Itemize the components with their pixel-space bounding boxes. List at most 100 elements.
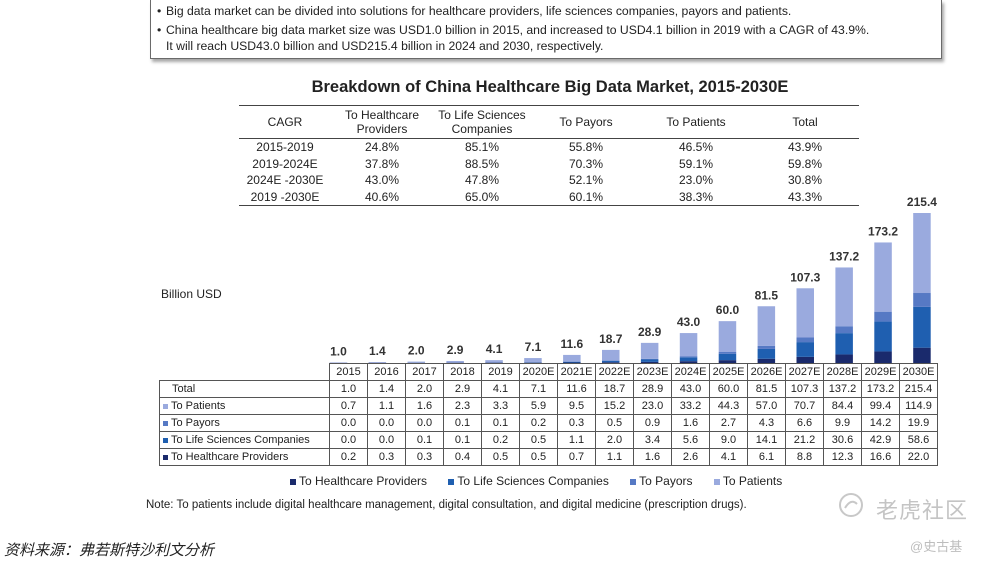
value-cell: 0.0: [329, 414, 368, 432]
value-cell: 0.3: [367, 448, 406, 466]
value-cell: 7.1: [519, 380, 558, 398]
bar-total-label: 43.0: [677, 315, 701, 329]
bar-segment: [757, 348, 776, 359]
note-line-1: • Big data market can be divided into sol…: [157, 4, 792, 18]
year-header: 2027E: [785, 363, 824, 381]
cagr-row: 2019-2024E 37.8% 88.5% 70.3% 59.1% 59.8%: [239, 156, 859, 173]
bar-segment: [874, 351, 892, 363]
value-cell: 9.0: [709, 431, 748, 449]
value-cell: 16.6: [861, 448, 900, 466]
year-header: 2019: [481, 363, 520, 381]
value-cell: 0.7: [329, 397, 368, 415]
value-cell: 0.0: [367, 431, 406, 449]
bar-segment: [718, 360, 737, 363]
value-cell: 215.4: [899, 380, 938, 398]
cagr-cell: 2015-2019: [256, 140, 314, 155]
bar-segment: [913, 347, 931, 363]
row-swatch: [163, 403, 168, 409]
value-cell: 2.0: [595, 431, 634, 449]
bar-segment: [407, 361, 425, 363]
bar-total-label: 2.9: [447, 343, 464, 357]
cagr-cell: 55.8%: [568, 140, 604, 155]
bar-segment: [368, 362, 387, 363]
value-cell: 4.1: [709, 448, 748, 466]
cagr-table: CAGR To Healthcare Providers To Life Sci…: [239, 105, 859, 206]
bar-segment: [874, 321, 892, 352]
bar-total-label: 215.4: [907, 195, 937, 209]
cagr-cell: 47.8%: [464, 173, 500, 188]
table-row-patients: To Patients 0.7 1.1 1.6 2.3 3.3 5.9 9.5 15.2 23.0…: [159, 397, 938, 415]
value-cell: 173.2: [861, 380, 900, 398]
year-header: 2016: [367, 363, 406, 381]
value-cell: 4.1: [481, 380, 520, 398]
value-cell: 2.9: [443, 380, 482, 398]
value-cell: 9.5: [557, 397, 596, 415]
value-cell: 19.9: [899, 414, 938, 432]
cagr-cell: 85.1%: [464, 140, 500, 155]
value-cell: 2.0: [405, 380, 444, 398]
value-cell: 0.1: [443, 431, 482, 449]
value-cell: 44.3: [709, 397, 748, 415]
bar-total-label: 28.9: [638, 325, 662, 339]
value-cell: 1.6: [671, 414, 710, 432]
value-cell: 1.1: [595, 448, 634, 466]
bar-segment: [679, 333, 698, 357]
cagr-cell: 59.1%: [678, 156, 714, 171]
legend-item-payors: To Payors: [630, 474, 693, 488]
value-cell: 0.1: [443, 414, 482, 432]
value-cell: 0.9: [633, 414, 672, 432]
chart-legend: To Healthcare Providers To Life Sciences…: [290, 474, 800, 488]
value-cell: 2.6: [671, 448, 710, 466]
row-label: Total: [159, 380, 330, 398]
cagr-row: 2019 -2030E 40.6% 65.0% 60.1% 38.3% 43.3…: [239, 188, 859, 206]
value-cell: 43.0: [671, 380, 710, 398]
bar-segment: [640, 358, 659, 360]
cagr-header: To Patients: [641, 105, 751, 139]
bar-segment: [563, 354, 581, 362]
cagr-header-row: CAGR To Healthcare Providers To Life Sci…: [239, 105, 859, 139]
bar-segment: [835, 326, 853, 334]
table-row-life-sciences: To Life Sciences Companies 0.0 0.0 0.1 0.1 0.…: [159, 431, 938, 449]
bar-segment: [446, 360, 464, 363]
bar-segment: [835, 333, 853, 355]
cagr-cell: 52.1%: [568, 173, 604, 188]
cagr-header: To Healthcare Providers: [331, 105, 433, 139]
bar-segment: [796, 342, 814, 357]
cagr-cell: 88.5%: [464, 156, 500, 171]
value-cell: 0.0: [367, 414, 406, 432]
bar-segment: [835, 354, 853, 363]
value-cell: 0.7: [557, 448, 596, 466]
bar-segment: [874, 311, 892, 322]
cagr-cell: 65.0%: [433, 188, 531, 206]
bar-segment: [602, 362, 620, 363]
value-cell: 4.3: [747, 414, 786, 432]
value-cell: 99.4: [861, 397, 900, 415]
chart-title: Breakdown of China Healthcare Big Data M…: [311, 78, 789, 96]
legend-item-providers: To Healthcare Providers: [290, 474, 427, 488]
value-cell: 57.0: [747, 397, 786, 415]
source-caption: 资料来源：弗若斯特沙利文分析: [4, 542, 215, 559]
notes-box: • Big data market can be divided into sol…: [150, 0, 942, 59]
year-header: 2021E: [557, 363, 596, 381]
row-label: To Life Sciences Companies: [159, 431, 330, 449]
bar-segment: [796, 337, 814, 343]
year-header: 2018: [443, 363, 482, 381]
value-cell: 0.5: [481, 448, 520, 466]
value-cell: 0.1: [405, 431, 444, 449]
year-header: 2026E: [747, 363, 786, 381]
row-label: To Payors: [159, 414, 330, 432]
value-cell: 1.0: [329, 380, 368, 398]
cagr-header: To Life Sciences Companies: [433, 105, 531, 139]
bar-segment: [718, 321, 737, 352]
value-cell: 0.1: [481, 414, 520, 432]
value-cell: 137.2: [823, 380, 862, 398]
value-cell: 84.4: [823, 397, 862, 415]
cagr-cell: 24.8%: [364, 140, 400, 155]
cagr-cell: 23.0%: [678, 173, 714, 188]
value-cell: 6.1: [747, 448, 786, 466]
note-line-2: • China healthcare big data market size w…: [157, 23, 870, 37]
bar-total-label: 81.5: [755, 288, 779, 302]
bar-total-label: 11.6: [560, 337, 583, 351]
value-cell: 2.7: [709, 414, 748, 432]
bar-segment: [757, 345, 776, 349]
